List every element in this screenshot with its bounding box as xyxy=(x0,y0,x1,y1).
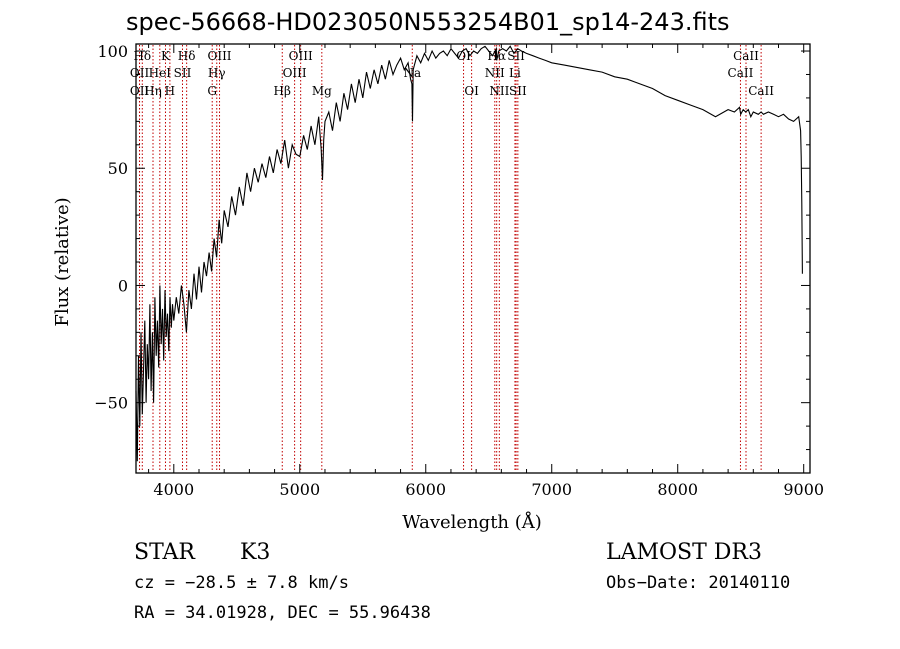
marker-label: Hη xyxy=(144,84,162,98)
marker-label: Hδ xyxy=(178,49,196,63)
marker-label: SII xyxy=(509,84,527,98)
marker-label: Hδ xyxy=(133,49,151,63)
x-tick-label: 8000 xyxy=(657,480,698,499)
redshift-text: cz = −28.5 ± 7.8 km/s xyxy=(134,573,349,593)
y-tick-label: −50 xyxy=(94,394,128,413)
marker-label: OII xyxy=(130,84,150,98)
marker-label: OIII xyxy=(283,66,307,80)
marker-label: OI xyxy=(464,84,479,98)
survey-name: LAMOST DR3 xyxy=(606,540,762,565)
marker-label: OII xyxy=(130,66,150,80)
x-tick-label: 4000 xyxy=(153,480,194,499)
marker-label: CaII xyxy=(733,49,759,63)
marker-label: Hγ xyxy=(208,66,226,80)
obs-date-text: Obs−Date: 20140110 xyxy=(606,573,791,593)
y-tick-label: 0 xyxy=(118,276,128,295)
marker-label: CaII xyxy=(748,84,774,98)
y-axis-label: Flux (relative) xyxy=(52,197,73,326)
y-tick-label: 50 xyxy=(108,159,128,178)
marker-label: Na xyxy=(403,66,421,80)
marker-label: OIII xyxy=(289,49,313,63)
marker-label: G xyxy=(207,84,217,98)
y-axis-ticks: −50 0 50 100 xyxy=(94,42,810,451)
x-axis-ticks: 4000 5000 6000 7000 8000 9000 xyxy=(148,44,824,499)
marker-labels: Hδ OII OII K HeI Hη Hδ SII H OIII Hγ G Hβ OIII OIII Mg N… xyxy=(130,49,774,98)
marker-label: OIII xyxy=(207,49,231,63)
coordinates-text: RA = 34.01928, DEC = 55.96438 xyxy=(134,603,431,623)
marker-label: HeI xyxy=(149,66,172,80)
y-tick-label: 100 xyxy=(97,42,128,61)
marker-label: SII xyxy=(174,66,192,80)
marker-label: Li xyxy=(509,66,521,80)
x-tick-label: 9000 xyxy=(783,480,824,499)
object-class: STAR xyxy=(134,540,195,565)
line-markers xyxy=(139,45,762,472)
marker-label: Hβ xyxy=(274,84,291,98)
x-tick-label: 6000 xyxy=(405,480,446,499)
x-axis-label: Wavelength (Å) xyxy=(402,511,542,533)
marker-label: Hα xyxy=(487,49,506,63)
chart-title: spec-56668-HD023050N553254B01_sp14-243.f… xyxy=(126,8,730,36)
marker-label: K xyxy=(161,49,171,63)
marker-label: H xyxy=(165,84,175,98)
marker-label: NII xyxy=(485,66,505,80)
spectrum-line xyxy=(135,45,803,462)
plot-frame xyxy=(135,43,811,474)
marker-label: OI xyxy=(456,49,471,63)
x-tick-label: 7000 xyxy=(531,480,572,499)
marker-label: Mg xyxy=(312,84,332,98)
object-subclass: K3 xyxy=(240,540,271,565)
marker-label: SII xyxy=(507,49,525,63)
marker-label: NII xyxy=(489,84,509,98)
x-tick-label: 5000 xyxy=(279,480,320,499)
marker-label: CaII xyxy=(728,66,754,80)
